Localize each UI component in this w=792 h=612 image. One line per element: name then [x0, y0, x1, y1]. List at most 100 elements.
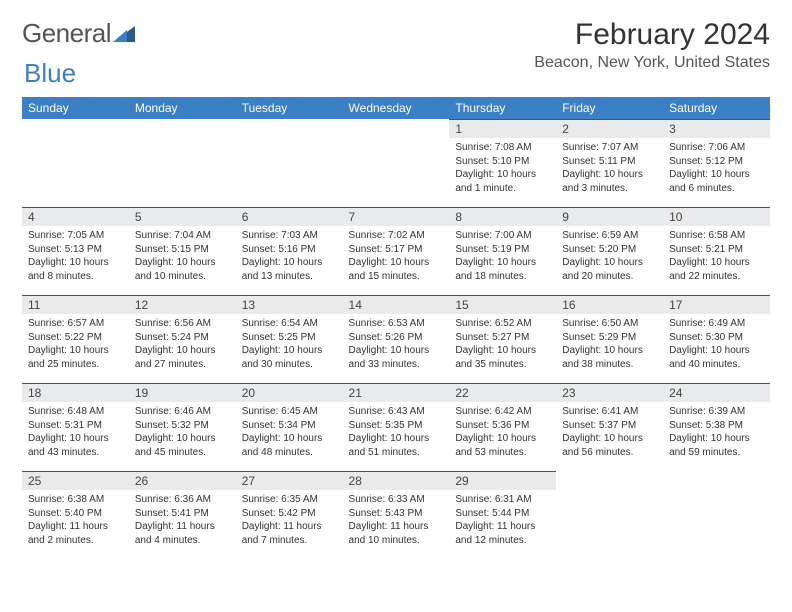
weekday-header: Sunday	[22, 97, 129, 119]
day-sunset: Sunset: 5:37 PM	[562, 419, 657, 433]
calendar-cell: 28Sunrise: 6:33 AMSunset: 5:43 PMDayligh…	[343, 471, 450, 559]
day-sunset: Sunset: 5:25 PM	[242, 331, 337, 345]
day-sunrise: Sunrise: 6:42 AM	[455, 405, 550, 419]
calendar-cell: 24Sunrise: 6:39 AMSunset: 5:38 PMDayligh…	[663, 383, 770, 471]
day-daylight: Daylight: 10 hours and 40 minutes.	[669, 344, 764, 371]
day-sunrise: Sunrise: 6:54 AM	[242, 317, 337, 331]
calendar-row: 4Sunrise: 7:05 AMSunset: 5:13 PMDaylight…	[22, 207, 770, 295]
calendar-cell	[236, 119, 343, 207]
calendar-cell: 9Sunrise: 6:59 AMSunset: 5:20 PMDaylight…	[556, 207, 663, 295]
calendar-cell	[22, 119, 129, 207]
day-sunrise: Sunrise: 6:50 AM	[562, 317, 657, 331]
day-sunrise: Sunrise: 7:04 AM	[135, 229, 230, 243]
day-details: Sunrise: 6:52 AMSunset: 5:27 PMDaylight:…	[449, 314, 556, 375]
calendar-cell: 5 Sunrise: 7:04 AMSunset: 5:15 PMDaylight…	[129, 207, 236, 295]
day-sunrise: Sunrise: 6:35 AM	[242, 493, 337, 507]
calendar-cell: 11Sunrise: 6:57 AMSunset: 5:22 PMDayligh…	[22, 295, 129, 383]
day-sunrise: Sunrise: 6:59 AM	[562, 229, 657, 243]
calendar-cell: 13Sunrise: 6:54 AMSunset: 5:25 PMDayligh…	[236, 295, 343, 383]
day-details: Sunrise: 7:06 AMSunset: 5:12 PMDaylight:…	[663, 138, 770, 199]
day-sunrise: Sunrise: 6:38 AM	[28, 493, 123, 507]
day-details: Sunrise: 6:50 AMSunset: 5:29 PMDaylight:…	[556, 314, 663, 375]
day-number: 26	[129, 471, 236, 490]
day-details: Sunrise: 6:41 AMSunset: 5:37 PMDaylight:…	[556, 402, 663, 463]
day-sunrise: Sunrise: 6:45 AM	[242, 405, 337, 419]
day-details: Sunrise: 7:02 AMSunset: 5:17 PMDaylight:…	[343, 226, 450, 287]
calendar-cell: 6Sunrise: 7:03 AMSunset: 5:16 PMDaylight…	[236, 207, 343, 295]
day-number: 22	[449, 383, 556, 402]
day-sunset: Sunset: 5:42 PM	[242, 507, 337, 521]
day-sunset: Sunset: 5:15 PM	[135, 243, 230, 257]
day-daylight: Daylight: 10 hours and 13 minutes.	[242, 256, 337, 283]
day-details: Sunrise: 6:56 AMSunset: 5:24 PMDaylight:…	[129, 314, 236, 375]
day-number: 1	[449, 119, 556, 138]
calendar-cell: 10Sunrise: 6:58 AMSunset: 5:21 PMDayligh…	[663, 207, 770, 295]
day-sunrise: Sunrise: 6:31 AM	[455, 493, 550, 507]
calendar-body: 1Sunrise: 7:08 AMSunset: 5:10 PMDaylight…	[22, 119, 770, 559]
day-number: 2	[556, 119, 663, 138]
day-details: Sunrise: 6:58 AMSunset: 5:21 PMDaylight:…	[663, 226, 770, 287]
day-sunrise: Sunrise: 6:56 AM	[135, 317, 230, 331]
day-daylight: Daylight: 10 hours and 10 minutes.	[135, 256, 230, 283]
day-sunrise: Sunrise: 6:46 AM	[135, 405, 230, 419]
day-sunset: Sunset: 5:40 PM	[28, 507, 123, 521]
day-daylight: Daylight: 10 hours and 53 minutes.	[455, 432, 550, 459]
day-sunrise: Sunrise: 6:36 AM	[135, 493, 230, 507]
day-details: Sunrise: 6:46 AMSunset: 5:32 PMDaylight:…	[129, 402, 236, 463]
day-sunrise: Sunrise: 7:03 AM	[242, 229, 337, 243]
day-number: 24	[663, 383, 770, 402]
day-sunset: Sunset: 5:10 PM	[455, 155, 550, 169]
day-sunset: Sunset: 5:19 PM	[455, 243, 550, 257]
day-daylight: Daylight: 10 hours and 35 minutes.	[455, 344, 550, 371]
day-daylight: Daylight: 10 hours and 18 minutes.	[455, 256, 550, 283]
day-sunset: Sunset: 5:38 PM	[669, 419, 764, 433]
title-block: February 2024 Beacon, New York, United S…	[534, 18, 770, 80]
day-daylight: Daylight: 10 hours and 1 minute.	[455, 168, 550, 195]
day-sunset: Sunset: 5:17 PM	[349, 243, 444, 257]
day-details: Sunrise: 6:54 AMSunset: 5:25 PMDaylight:…	[236, 314, 343, 375]
day-sunrise: Sunrise: 7:06 AM	[669, 141, 764, 155]
day-sunset: Sunset: 5:26 PM	[349, 331, 444, 345]
day-sunset: Sunset: 5:12 PM	[669, 155, 764, 169]
day-details: Sunrise: 7:07 AMSunset: 5:11 PMDaylight:…	[556, 138, 663, 199]
day-sunset: Sunset: 5:13 PM	[28, 243, 123, 257]
day-sunset: Sunset: 5:27 PM	[455, 331, 550, 345]
calendar-cell: 1Sunrise: 7:08 AMSunset: 5:10 PMDaylight…	[449, 119, 556, 207]
calendar-cell: 4Sunrise: 7:05 AMSunset: 5:13 PMDaylight…	[22, 207, 129, 295]
day-daylight: Daylight: 11 hours and 7 minutes.	[242, 520, 337, 547]
calendar-cell: 17Sunrise: 6:49 AMSunset: 5:30 PMDayligh…	[663, 295, 770, 383]
day-number: 25	[22, 471, 129, 490]
calendar-table: SundayMondayTuesdayWednesdayThursdayFrid…	[22, 97, 770, 559]
day-number: 7	[343, 207, 450, 226]
weekday-header: Monday	[129, 97, 236, 119]
calendar-cell: 29Sunrise: 6:31 AMSunset: 5:44 PMDayligh…	[449, 471, 556, 559]
day-details: Sunrise: 7:03 AMSunset: 5:16 PMDaylight:…	[236, 226, 343, 287]
day-sunset: Sunset: 5:24 PM	[135, 331, 230, 345]
day-sunset: Sunset: 5:11 PM	[562, 155, 657, 169]
day-details: Sunrise: 6:35 AMSunset: 5:42 PMDaylight:…	[236, 490, 343, 551]
calendar-cell: 3Sunrise: 7:06 AMSunset: 5:12 PMDaylight…	[663, 119, 770, 207]
day-sunrise: Sunrise: 6:48 AM	[28, 405, 123, 419]
day-sunrise: Sunrise: 6:53 AM	[349, 317, 444, 331]
weekday-header: Tuesday	[236, 97, 343, 119]
day-daylight: Daylight: 10 hours and 6 minutes.	[669, 168, 764, 195]
day-daylight: Daylight: 10 hours and 45 minutes.	[135, 432, 230, 459]
calendar-cell	[556, 471, 663, 559]
calendar-row: 1Sunrise: 7:08 AMSunset: 5:10 PMDaylight…	[22, 119, 770, 207]
calendar-cell: 8Sunrise: 7:00 AMSunset: 5:19 PMDaylight…	[449, 207, 556, 295]
day-number: 6	[236, 207, 343, 226]
day-daylight: Daylight: 11 hours and 2 minutes.	[28, 520, 123, 547]
day-sunrise: Sunrise: 6:49 AM	[669, 317, 764, 331]
day-sunset: Sunset: 5:20 PM	[562, 243, 657, 257]
day-number: 5	[129, 207, 236, 226]
day-number: 14	[343, 295, 450, 314]
day-daylight: Daylight: 10 hours and 22 minutes.	[669, 256, 764, 283]
day-daylight: Daylight: 10 hours and 33 minutes.	[349, 344, 444, 371]
logo-word1: General	[22, 18, 111, 49]
day-sunset: Sunset: 5:35 PM	[349, 419, 444, 433]
day-daylight: Daylight: 10 hours and 51 minutes.	[349, 432, 444, 459]
calendar-cell: 21Sunrise: 6:43 AMSunset: 5:35 PMDayligh…	[343, 383, 450, 471]
day-sunset: Sunset: 5:21 PM	[669, 243, 764, 257]
day-details: Sunrise: 6:38 AMSunset: 5:40 PMDaylight:…	[22, 490, 129, 551]
day-number: 28	[343, 471, 450, 490]
